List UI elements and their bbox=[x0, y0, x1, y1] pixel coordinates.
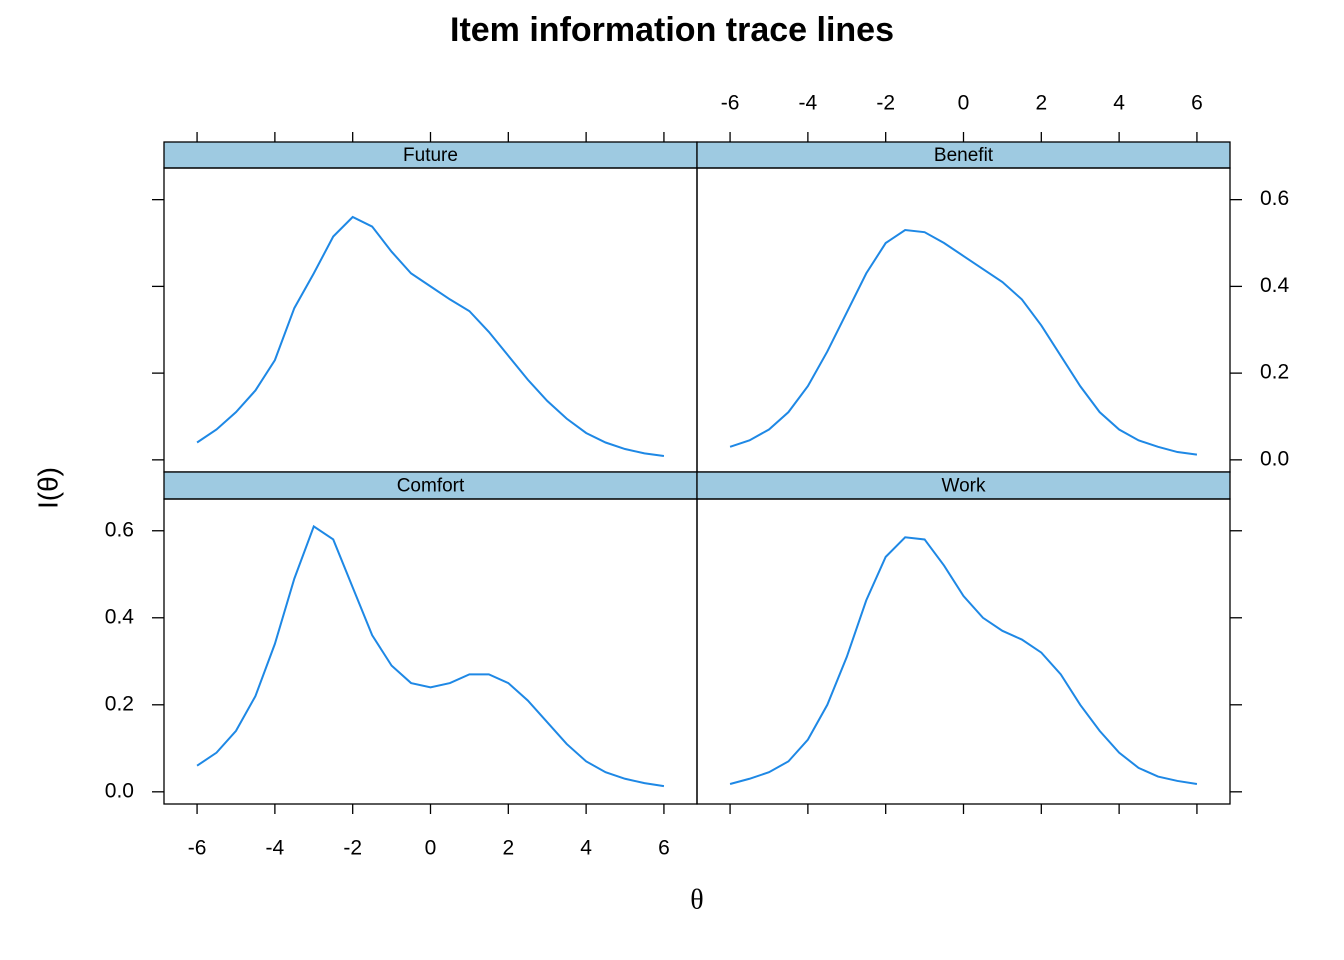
trace-line bbox=[729, 228, 1198, 456]
x-tick-label: -4 bbox=[266, 837, 285, 860]
x-tick-label: -4 bbox=[799, 92, 818, 115]
panel bbox=[696, 167, 1231, 473]
y-tick-label: 0.4 bbox=[105, 605, 135, 628]
trace-line bbox=[729, 536, 1198, 785]
x-tick-label: 6 bbox=[1191, 92, 1203, 115]
panel-title: Comfort bbox=[397, 476, 465, 497]
x-tick-label: 2 bbox=[502, 837, 514, 860]
y-tick-label: 0.2 bbox=[105, 692, 134, 715]
y-tick-label: 0.4 bbox=[1260, 274, 1290, 297]
y-tick-label: 0.6 bbox=[105, 518, 134, 541]
x-tick-label: 4 bbox=[580, 837, 592, 860]
x-tick-label: -6 bbox=[721, 92, 740, 115]
x-tick-label: -2 bbox=[876, 92, 895, 115]
x-axis-label: θ bbox=[690, 884, 703, 915]
chart-title: Item information trace lines bbox=[450, 11, 894, 49]
panel bbox=[696, 498, 1231, 805]
y-axis-label: I(θ) bbox=[32, 467, 63, 509]
x-tick-label: 0 bbox=[958, 92, 970, 115]
x-tick-label: -6 bbox=[188, 837, 207, 860]
y-tick-label: 0.0 bbox=[105, 779, 134, 802]
panel bbox=[163, 167, 698, 473]
x-tick-label: 4 bbox=[1113, 92, 1125, 115]
trace-line bbox=[196, 215, 665, 457]
x-tick-label: 0 bbox=[425, 837, 437, 860]
x-tick-label: 6 bbox=[658, 837, 670, 860]
trace-line bbox=[196, 524, 665, 788]
strip bbox=[696, 471, 1231, 500]
panel-title: Work bbox=[942, 476, 986, 497]
x-tick-label: -2 bbox=[343, 837, 362, 860]
panel-title: Benefit bbox=[934, 145, 994, 166]
panel bbox=[163, 498, 698, 805]
y-tick-label: 0.0 bbox=[1260, 447, 1289, 470]
strip bbox=[696, 141, 1231, 169]
y-tick-label: 0.6 bbox=[1260, 187, 1289, 210]
x-tick-label: 2 bbox=[1035, 92, 1047, 115]
y-tick-label: 0.2 bbox=[1260, 361, 1289, 384]
panel-title: Future bbox=[403, 145, 458, 166]
strip bbox=[163, 141, 698, 169]
